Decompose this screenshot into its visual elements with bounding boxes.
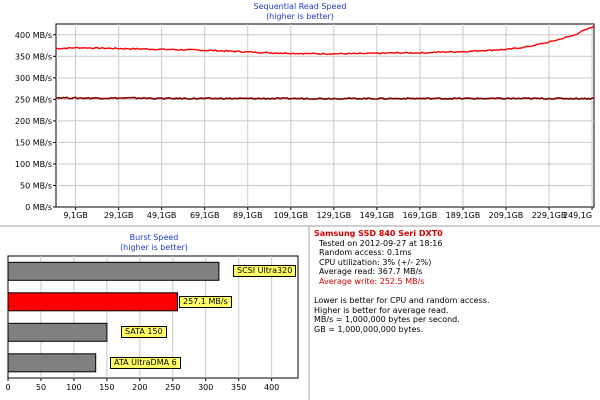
write-speed-line: [55, 96, 595, 100]
burst-x-tick-label: 350: [231, 383, 246, 392]
sequential-x-tick-label: 89,1GB: [233, 211, 263, 220]
burst-x-tick-label: 150: [99, 383, 114, 392]
note-mbs-definition: MB/s = 1,000,000 bytes per second.: [314, 315, 460, 324]
burst-x-tick-label: 100: [66, 383, 81, 392]
sequential-y-tick-label: 400 MB/s: [15, 31, 52, 40]
sequential-chart-title: Sequential Read Speed: [253, 2, 347, 11]
average-read-value: Average read: 367.7 MB/s: [319, 267, 423, 276]
sequential-x-tick-label: 189,1GB: [446, 211, 481, 220]
panel-divider-horizontal: [0, 225, 600, 227]
sequential-y-tick-label: 50 MB/s: [20, 181, 52, 190]
average-write-value: Average write: 252.5 MB/s: [319, 276, 425, 286]
sequential-y-tick-label: 100 MB/s: [15, 160, 52, 169]
burst-bar-label: 257.1 MB/s: [179, 296, 232, 308]
cpu-utilization-value: CPU utilization: 3% (+/- 2%): [319, 257, 432, 267]
sequential-y-tick-label: 150 MB/s: [15, 138, 52, 147]
sequential-x-tick-label: 229,1GB: [532, 211, 567, 220]
sequential-x-tick-label: 69,1GB: [190, 211, 220, 220]
read-speed-line: [55, 25, 595, 56]
burst-x-tick-label: 50: [36, 383, 46, 392]
sequential-y-tick-label: 250 MB/s: [15, 95, 52, 104]
drive-name: Samsung SSD 840 Seri DXT0: [314, 229, 443, 238]
burst-bar-label: SCSI Ultra320: [233, 265, 297, 277]
sequential-x-tick-label: 49,1GB: [147, 211, 177, 220]
burst-chart-title: Burst Speed: [129, 233, 179, 242]
burst-x-tick-label: 200: [132, 383, 147, 392]
random-access-value: Random access: 0.1ms: [319, 248, 412, 257]
burst-bar: [7, 353, 97, 373]
burst-x-tick-label: 0: [5, 383, 10, 392]
sequential-x-tick-label: 9,1GB: [63, 211, 87, 220]
info-panel: Samsung SSD 840 Seri DXT0 Tested on 2012…: [314, 229, 598, 334]
note-lower-better: Lower is better for CPU and random acces…: [314, 296, 490, 305]
sequential-y-tick-label: 0 MB/s: [25, 203, 52, 212]
sequential-read-chart: 0 MB/s 50 MB/s 100 MB/s 150 MB/s 200 MB/s 250…: [15, 23, 595, 220]
sequential-x-tick-label: 29,1GB: [104, 211, 134, 220]
sequential-y-tick-label: 300 MB/s: [15, 74, 52, 83]
burst-x-tick-label: 400: [264, 383, 279, 392]
panel-divider-vertical: [308, 227, 310, 400]
burst-bar-label: SATA 150: [121, 326, 167, 338]
burst-bar-label: ATA UltraDMA 6: [110, 357, 181, 369]
sequential-x-tick-label: 149,1GB: [360, 211, 395, 220]
burst-bar: [7, 322, 108, 342]
tested-date: Tested on 2012-09-27 at 18:16: [319, 238, 443, 248]
sequential-plot-area: [55, 23, 595, 208]
sequential-y-tick-label: 350 MB/s: [15, 52, 52, 61]
burst-chart-subtitle: (higher is better): [120, 243, 188, 252]
burst-x-tick-label: 250: [165, 383, 180, 392]
sequential-x-tick-label: 129,1GB: [317, 211, 352, 220]
note-higher-better: Higher is better for average read.: [314, 305, 449, 315]
note-gb-definition: GB = 1,000,000,000 bytes.: [314, 324, 424, 334]
burst-bar: [7, 261, 220, 281]
sequential-x-tick-label: 209,1GB: [489, 211, 524, 220]
sequential-x-tick-label: 169,1GB: [403, 211, 438, 220]
sequential-y-tick-label: 200 MB/s: [15, 117, 52, 126]
burst-x-tick-label: 300: [198, 383, 213, 392]
sequential-chart-subtitle: (higher is better): [266, 12, 334, 21]
burst-speed-chart: 0 50 100 150 200 250 300 350 400: [5, 255, 299, 392]
sequential-x-tick-label: 249,1G: [563, 211, 592, 220]
burst-bar-highlight: [7, 292, 178, 312]
sequential-x-tick-label: 109,1GB: [273, 211, 308, 220]
